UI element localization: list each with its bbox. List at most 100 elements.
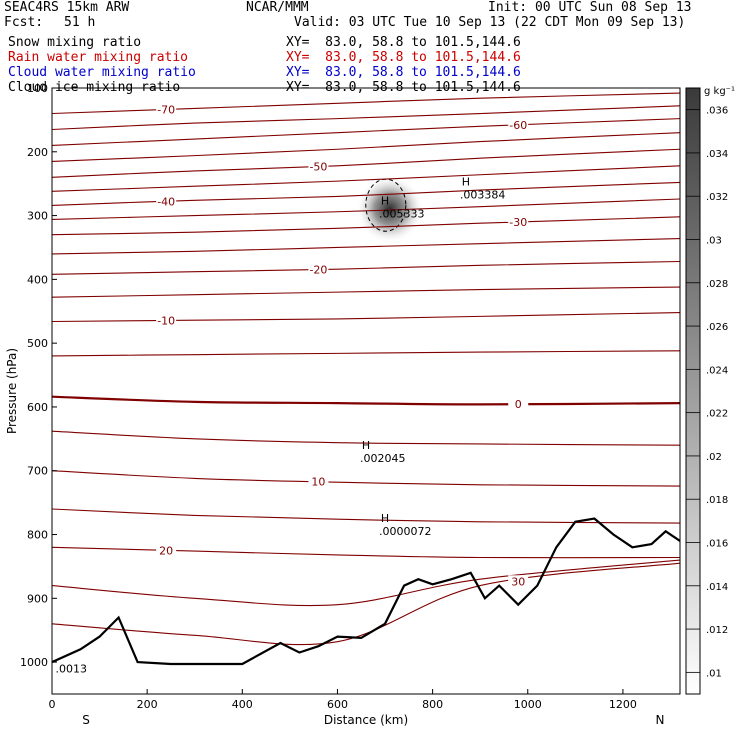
contour-line--45 xyxy=(52,165,680,192)
model-name: SEAC4RS 15km ARW xyxy=(4,0,130,15)
y-tick-label-300: 300 xyxy=(27,210,48,223)
colorbar-tick-label-.018: .018 xyxy=(706,495,728,506)
contour-line--40 xyxy=(52,181,680,206)
field-name-cloud-water: Cloud water mixing ratio xyxy=(8,65,196,80)
y-axis: 100 200 300 400 500 600 700 800 900 1000 xyxy=(20,82,57,669)
x-end-label-south: S xyxy=(82,713,90,727)
y-tick-label-900: 900 xyxy=(27,592,48,605)
forecast-hour: 51 h xyxy=(64,15,96,30)
contour-label-30: 30 xyxy=(511,575,525,588)
colorbar-tick-label-.01: .01 xyxy=(706,668,722,679)
contour-line--55 xyxy=(52,132,680,162)
contour-line-0 xyxy=(52,395,680,406)
y-axis-label: Pressure (hPa) xyxy=(5,348,19,434)
contour-label--70: -70 xyxy=(157,103,175,116)
contour-line--35 xyxy=(52,198,680,220)
colorbar-tick-label-.036: .036 xyxy=(706,106,728,117)
contour-label-bg--40 xyxy=(156,195,177,208)
y-tick-label-500: 500 xyxy=(27,337,48,350)
contour-label-bg--20 xyxy=(308,263,329,276)
x-tick-label-200: 200 xyxy=(137,698,158,711)
contour-line-25 xyxy=(52,559,680,607)
x-end-label-north: N xyxy=(656,713,665,727)
max-value-3: .0000072 xyxy=(379,525,432,538)
y-tick-label-600: 600 xyxy=(27,401,48,414)
terrain-line xyxy=(52,517,680,666)
contour-line--50 xyxy=(52,148,680,178)
forecast-label: Fcst: xyxy=(4,15,44,30)
y-tick-label-1000: 1000 xyxy=(20,656,48,669)
init-time: Init: 00 UTC Sun 08 Sep 13 xyxy=(488,0,692,15)
temperature-contours: -70 -60 -50 -40 -30 -20 -10 0 10 20 30 xyxy=(52,92,680,646)
max-marker-2: H xyxy=(362,439,370,452)
x-tick-label-0: 0 xyxy=(49,698,56,711)
max-value-2: .002045 xyxy=(360,452,406,465)
field-name-snow: Snow mixing ratio xyxy=(8,35,142,50)
contour-label-bg--30 xyxy=(508,216,529,229)
contour-label-bg--70 xyxy=(156,103,177,116)
organization: NCAR/MMM xyxy=(246,0,309,15)
colorbar-tick-label-.034: .034 xyxy=(706,149,728,160)
field-name-rain: Rain water mixing ratio xyxy=(8,50,189,65)
contour-label-10: 10 xyxy=(311,476,325,489)
contour-line--70 xyxy=(52,92,680,115)
contour-label-bg--10 xyxy=(156,314,177,327)
contour-line--65 xyxy=(52,105,680,131)
y-tick-label-200: 200 xyxy=(27,146,48,159)
max-marker-1: H xyxy=(462,175,470,188)
colorbar-tick-label-.028: .028 xyxy=(706,279,728,290)
colorbar-tick-label-.024: .024 xyxy=(706,365,728,376)
contour-label--50: -50 xyxy=(309,161,327,174)
colorbar-tick-label-.016: .016 xyxy=(706,539,728,550)
contour-line--5 xyxy=(52,350,680,357)
contour-label-bg-0 xyxy=(508,398,529,411)
contour-label--20: -20 xyxy=(309,264,327,277)
colorbar-unit: g kg⁻¹ xyxy=(704,86,735,97)
contour-line-15 xyxy=(52,508,680,524)
contour-label-bg--60 xyxy=(508,118,529,131)
colorbar-tick-label-.032: .032 xyxy=(706,192,728,203)
colorbar-tick-label-.022: .022 xyxy=(706,409,728,420)
max-value-1: .003384 xyxy=(460,188,506,201)
contour-line--30 xyxy=(52,216,680,236)
max-marker-0: H xyxy=(381,194,389,207)
contour-label-bg-10 xyxy=(308,475,329,488)
colorbar-tick-label-.012: .012 xyxy=(706,625,728,636)
x-tick-label-600: 600 xyxy=(327,698,348,711)
field-xy-cloud-water: XY= 83.0, 58.8 to 101.5,144.6 xyxy=(286,65,521,80)
field-xy-snow: XY= 83.0, 58.8 to 101.5,144.6 xyxy=(286,35,521,50)
field-xy-rain: XY= 83.0, 58.8 to 101.5,144.6 xyxy=(286,50,521,65)
contour-label--60: -60 xyxy=(509,119,527,132)
contour-label-bg-20 xyxy=(156,544,177,557)
contour-line-30 xyxy=(52,562,680,646)
y-tick-label-100: 100 xyxy=(27,82,48,95)
colorbar: g kg⁻¹ .01 .012 .014 .016 .018 .02 .022 .024 .02… xyxy=(685,86,735,695)
y-tick-label-800: 800 xyxy=(27,529,48,542)
contour-label-bg--50 xyxy=(308,160,329,173)
colorbar-tick-label-.014: .014 xyxy=(706,582,728,593)
plot-frame xyxy=(51,87,681,695)
contour-line--25 xyxy=(52,237,680,255)
colorbar-tick-label-.026: .026 xyxy=(706,322,728,333)
contour-line-10 xyxy=(52,470,680,487)
x-tick-label-800: 800 xyxy=(422,698,443,711)
max-value-0: .005333 xyxy=(379,207,425,220)
contour-line--10 xyxy=(52,311,680,323)
contour-label-20: 20 xyxy=(159,544,173,557)
x-tick-label-1000: 1000 xyxy=(514,698,542,711)
contour-label-bg-30 xyxy=(508,575,529,588)
y-tick-label-700: 700 xyxy=(27,465,48,478)
contour-line--15 xyxy=(52,286,680,298)
x-axis: 0 200 400 600 800 1000 1200 xyxy=(49,689,637,711)
x-tick-label-400: 400 xyxy=(232,698,253,711)
y-tick-label-400: 400 xyxy=(27,273,48,286)
contour-line--20 xyxy=(52,260,680,275)
colorbar-tick-label-.02: .02 xyxy=(706,452,722,463)
x-tick-label-1200: 1200 xyxy=(609,698,637,711)
valid-time: Valid: 03 UTC Tue 10 Sep 13 (22 CDT Mon … xyxy=(294,15,686,30)
contour-label-0: 0 xyxy=(515,398,522,411)
contour-label--30: -30 xyxy=(509,216,527,229)
contour-line-20 xyxy=(52,546,680,559)
